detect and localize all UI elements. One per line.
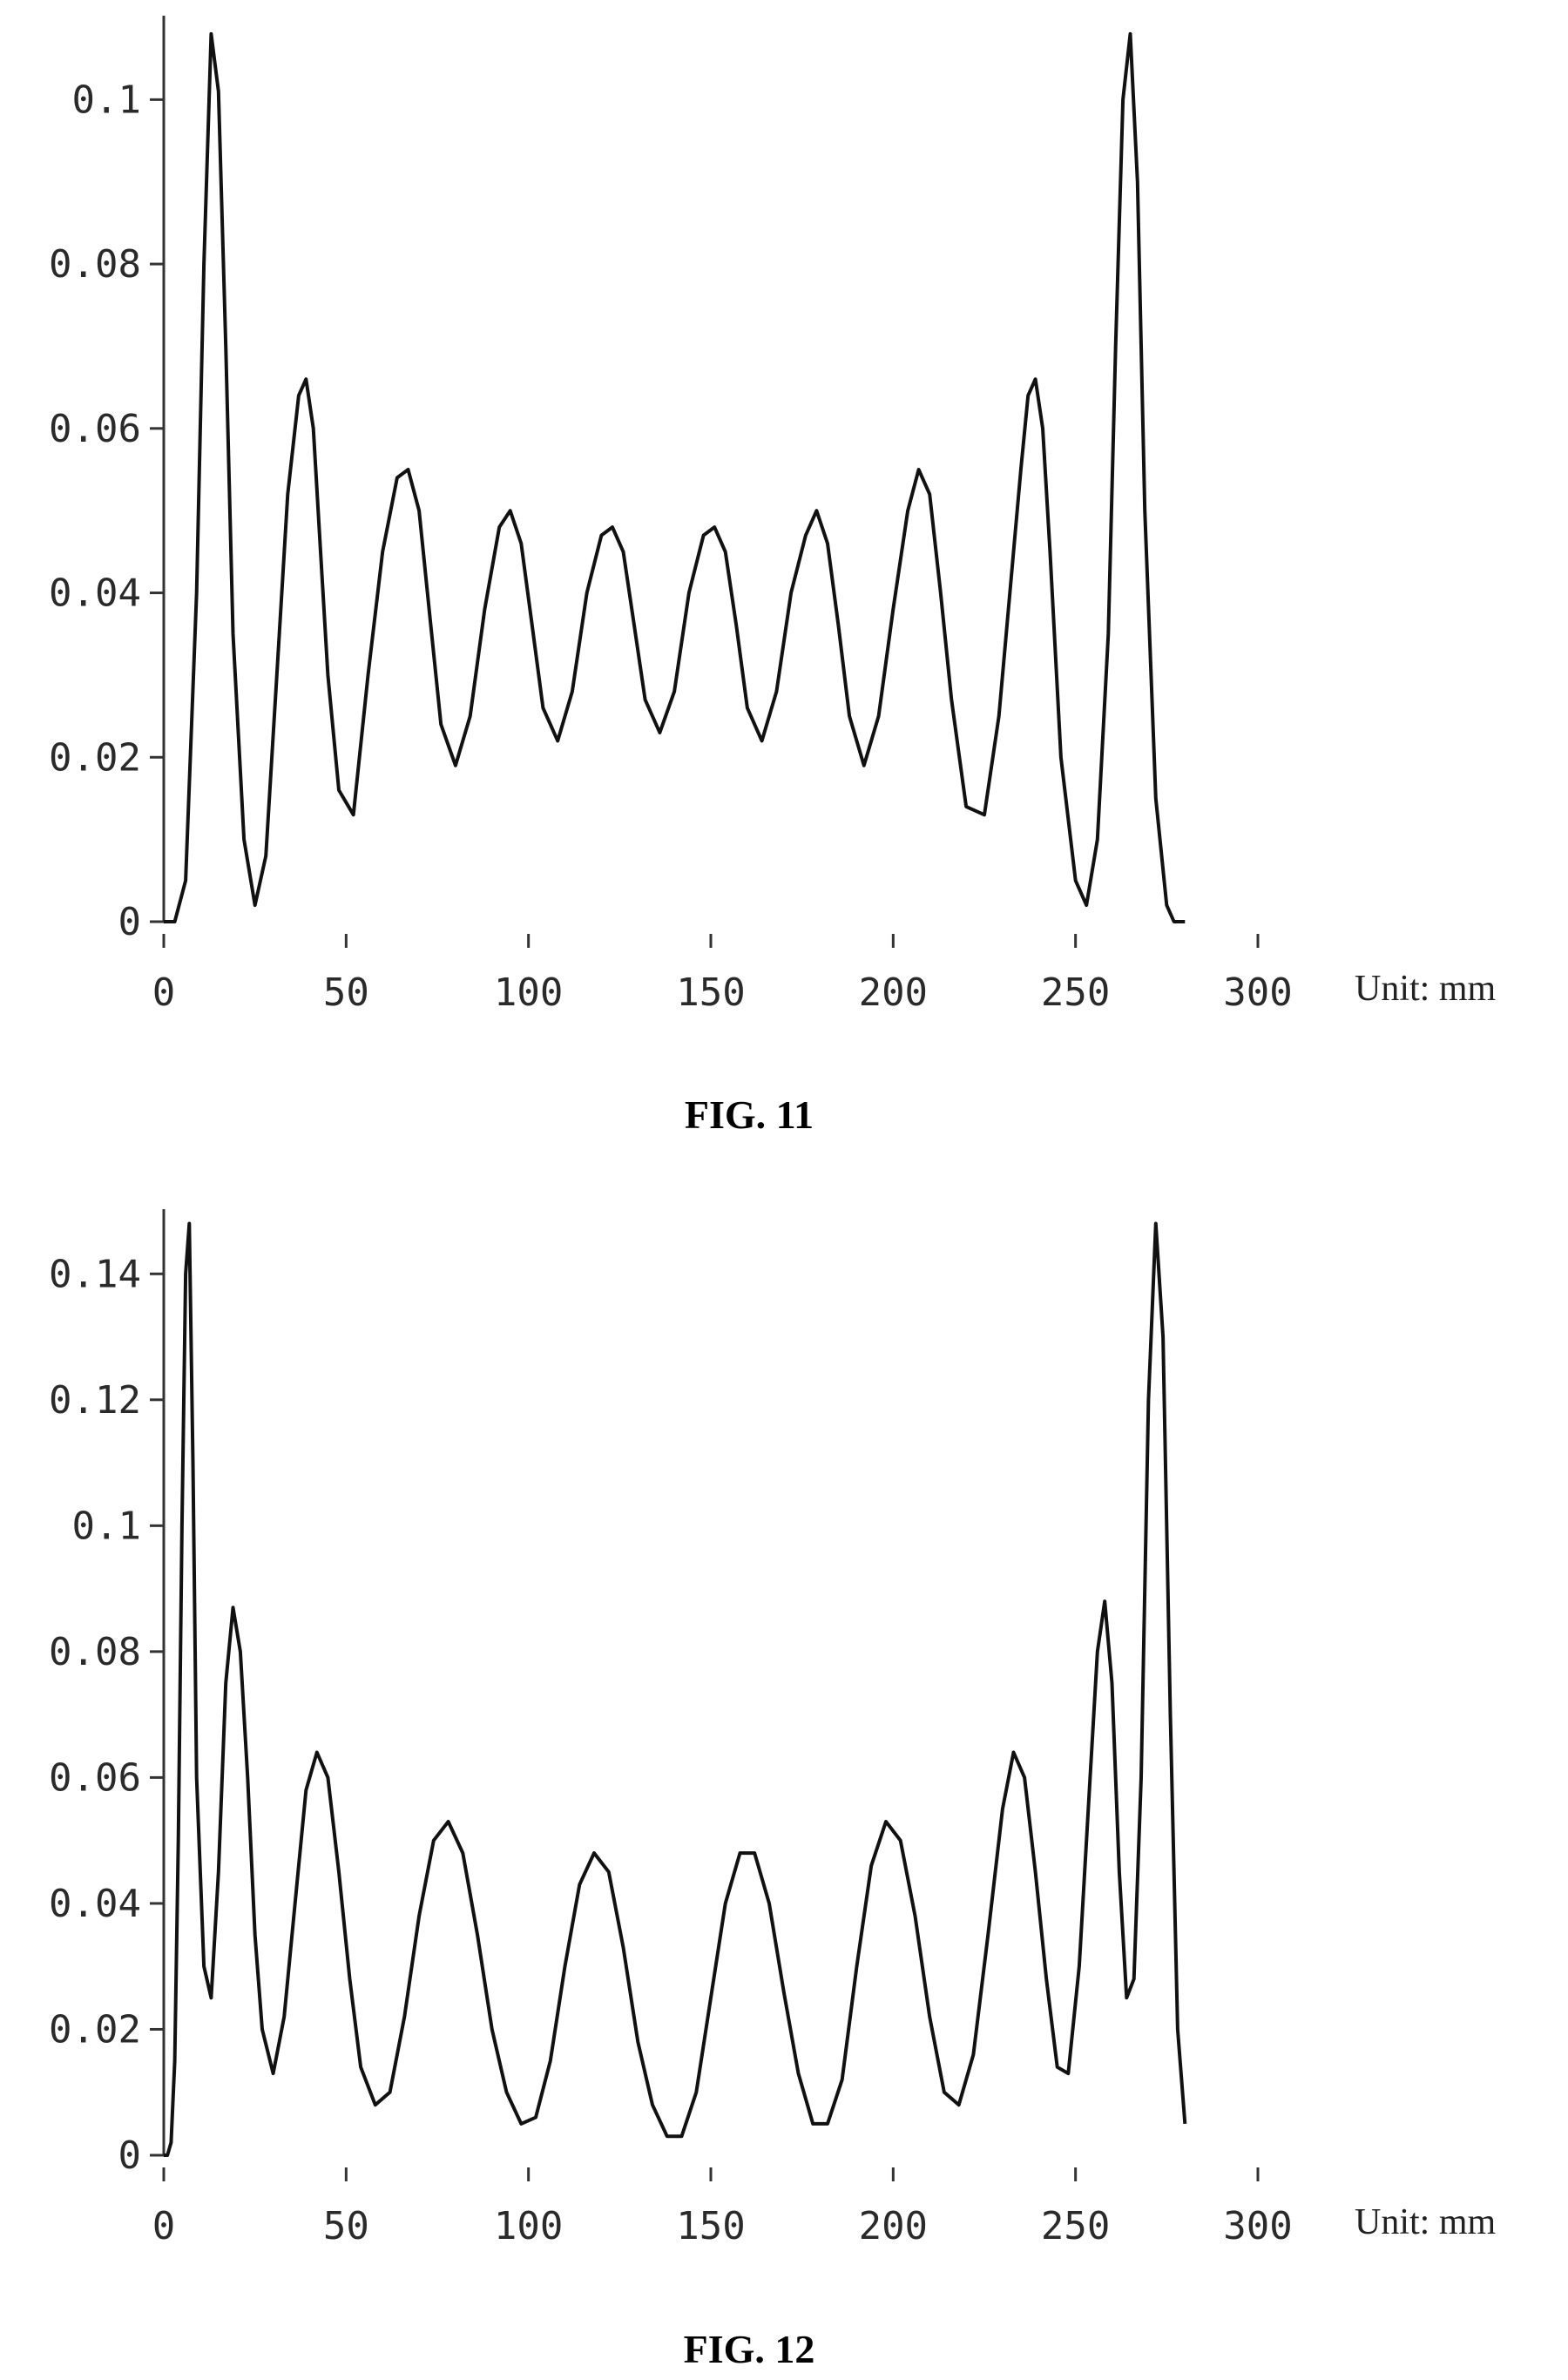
x-tick-label: 150: [676, 2204, 745, 2248]
x-tick-label: 0: [152, 2204, 176, 2248]
y-tick-label: 0.1: [72, 1504, 141, 1548]
series-line-0: [164, 31, 1186, 923]
x-tick-label: 300: [1223, 970, 1292, 1015]
x-tick-label: 250: [1041, 970, 1110, 1015]
x-tick-label: 300: [1223, 2204, 1292, 2248]
x-axis-unit-label: Unit: mm: [1355, 969, 1497, 1009]
x-tick-label: 200: [859, 2204, 928, 2248]
y-tick-label: 0.04: [49, 571, 141, 616]
y-tick-label: 0.04: [49, 1882, 141, 1926]
series-line-0: [164, 1221, 1187, 2157]
chart-fig-11: 0 0.02 0.04 0.06 0.08 0.1 0 50 100 150 200 250 300 Un…: [49, 16, 1497, 1015]
x-tick-label: 50: [323, 970, 369, 1015]
y-tick-label: 0: [118, 900, 142, 944]
y-tick-label: 0.02: [49, 735, 141, 780]
x-tick-label: 100: [494, 2204, 563, 2248]
y-tick-label: 0.08: [49, 242, 141, 287]
figure-caption-fig-12: FIG. 12: [684, 2327, 815, 2371]
chart-fig-12: 0 0.02 0.04 0.06 0.08 0.1 0.12 0.14 0 50 100 150 200…: [49, 1209, 1497, 2248]
x-axis-unit-label: Unit: mm: [1355, 2202, 1497, 2242]
y-tick-label: 0.1: [72, 78, 141, 122]
x-tick-label: 150: [676, 970, 745, 1015]
y-tick-label: 0.02: [49, 2007, 141, 2052]
x-tick-label: 50: [323, 2204, 369, 2248]
y-tick-label: 0.06: [49, 407, 141, 451]
x-tick-label: 200: [859, 970, 928, 1015]
x-tick-label: 100: [494, 970, 563, 1015]
y-tick-label: 0.08: [49, 1630, 141, 1674]
x-tick-label: 250: [1041, 2204, 1110, 2248]
y-tick-label: 0.06: [49, 1755, 141, 1800]
figure-caption-fig-11: FIG. 11: [685, 1092, 814, 1137]
y-tick-label: 0: [118, 2133, 142, 2178]
y-tick-label: 0.12: [49, 1378, 141, 1423]
y-tick-label: 0.14: [49, 1252, 141, 1296]
x-tick-label: 0: [152, 970, 176, 1015]
